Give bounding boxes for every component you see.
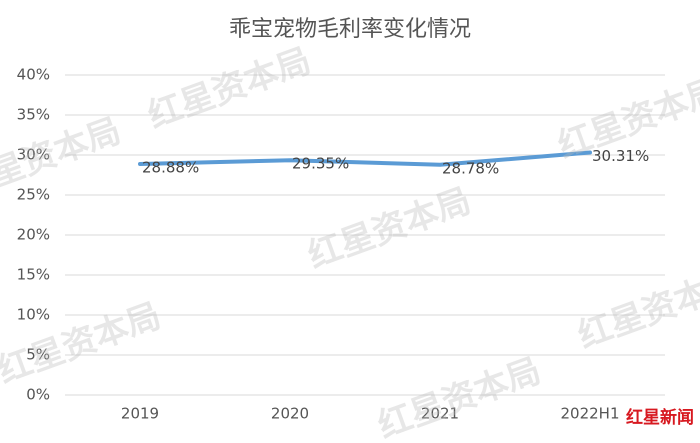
- line: [138, 150, 592, 167]
- y-tick-label: 15%: [17, 266, 50, 284]
- y-tick-label: 40%: [17, 66, 50, 84]
- chart-title: 乖宝宠物毛利率变化情况: [229, 17, 471, 42]
- x-tick-label: 2019: [121, 405, 159, 423]
- x-tick-label: 2021: [421, 405, 459, 423]
- y-tick-label: 35%: [17, 106, 50, 124]
- data-label: 28.88%: [142, 158, 199, 176]
- y-tick-label: 20%: [17, 226, 50, 244]
- data-label: 28.78%: [442, 159, 499, 177]
- x-tick-label: 2020: [271, 405, 309, 423]
- source-logo: 红星新闻: [626, 407, 694, 428]
- x-tick-label: 2022H1: [561, 405, 620, 423]
- y-tick-label: 10%: [17, 306, 50, 324]
- y-tick-label: 0%: [26, 386, 50, 404]
- y-tick-label: 5%: [26, 346, 50, 364]
- y-tick-label: 25%: [17, 186, 50, 204]
- data-label: 29.35%: [292, 155, 349, 173]
- data-label: 30.31%: [592, 147, 649, 165]
- y-tick-label: 30%: [17, 146, 50, 164]
